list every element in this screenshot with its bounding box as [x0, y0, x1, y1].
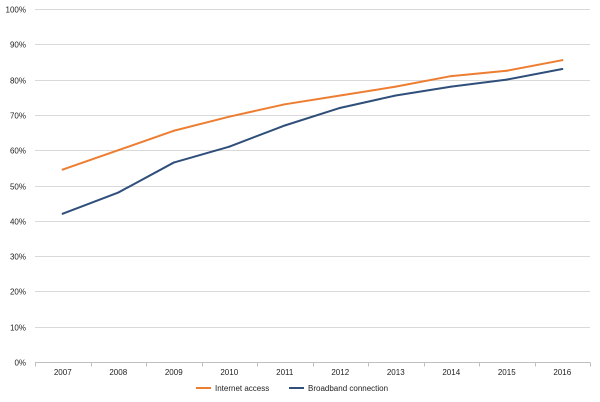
- data-point: [394, 85, 397, 88]
- series-line-1: [61, 59, 564, 171]
- data-point: [339, 106, 342, 109]
- data-point: [172, 161, 175, 164]
- x-tick-label: 2016: [553, 368, 571, 377]
- y-tick-label: 60%: [10, 147, 26, 156]
- x-tick-label: 2012: [331, 368, 349, 377]
- legend: Internet access Broadband connection: [196, 384, 388, 393]
- data-point: [283, 103, 286, 106]
- data-point: [450, 85, 453, 88]
- y-tick-label: 10%: [10, 324, 26, 333]
- x-tick-label: 2009: [165, 368, 183, 377]
- data-point: [505, 69, 508, 72]
- y-tick-label: 20%: [10, 288, 26, 297]
- y-tick-label: 100%: [6, 6, 26, 15]
- data-point: [339, 94, 342, 97]
- x-tick-label: 2015: [498, 368, 516, 377]
- x-tick-label: 2013: [387, 368, 405, 377]
- data-point: [61, 168, 64, 171]
- data-point: [117, 191, 120, 194]
- data-point: [172, 129, 175, 132]
- legend-label-2: Broadband connection: [308, 384, 388, 393]
- data-point: [228, 115, 231, 118]
- y-tick-label: 50%: [10, 183, 26, 192]
- data-point: [283, 124, 286, 127]
- data-point: [505, 78, 508, 81]
- x-tick-label: 2007: [54, 368, 72, 377]
- y-tick-label: 90%: [10, 41, 26, 50]
- x-tick-label: 2008: [109, 368, 127, 377]
- data-point: [61, 212, 64, 215]
- y-tick-label: 80%: [10, 77, 26, 86]
- y-tick-label: 70%: [10, 112, 26, 121]
- x-tick-label: 2011: [276, 368, 294, 377]
- y-tick-label: 0%: [14, 359, 26, 368]
- data-point: [561, 68, 564, 71]
- axis-layer: 0% 10% 20% 30% 40% 50% 60% 70% 80% 90% 100% 2007 200…: [6, 6, 591, 377]
- y-tick-label: 30%: [10, 253, 26, 262]
- legend-label-1: Internet access: [215, 384, 269, 393]
- data-point: [228, 145, 231, 148]
- grid-layer: [35, 9, 590, 328]
- data-point: [450, 75, 453, 78]
- data-point: [561, 59, 564, 62]
- series-layer: [61, 59, 564, 215]
- data-point: [394, 94, 397, 97]
- x-tick-label: 2014: [442, 368, 460, 377]
- y-tick-label: 40%: [10, 218, 26, 227]
- data-point: [117, 149, 120, 152]
- x-tick-label: 2010: [220, 368, 238, 377]
- series-line-2: [61, 68, 564, 215]
